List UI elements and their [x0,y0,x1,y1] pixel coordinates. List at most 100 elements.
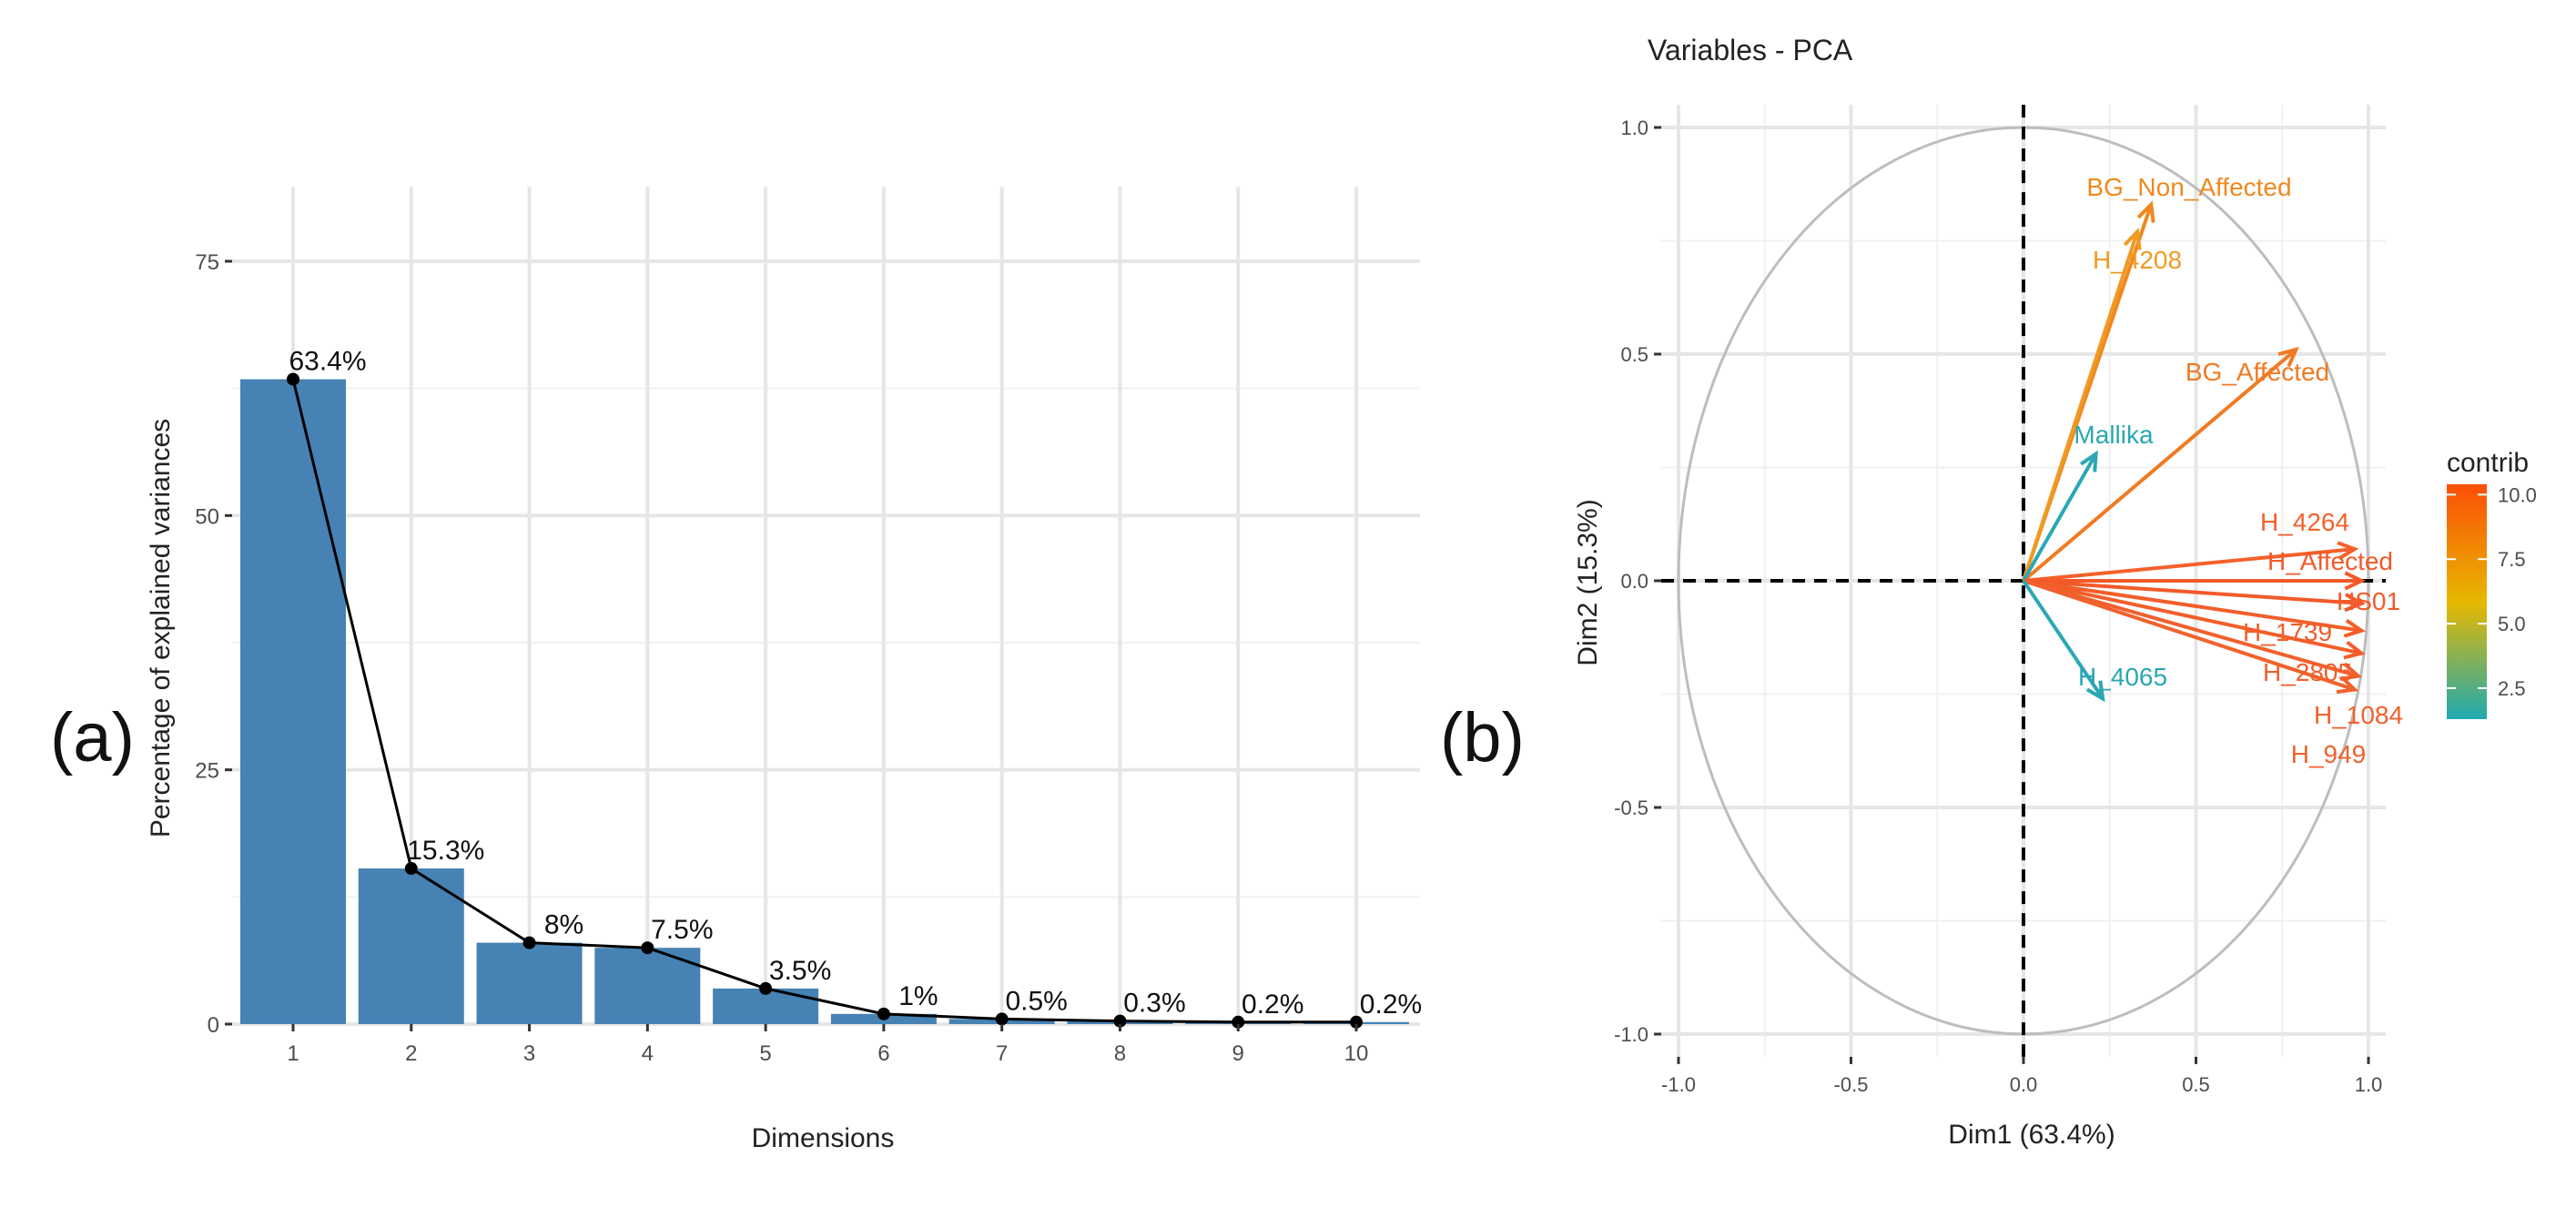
scree-data-label: 0.2% [1242,990,1303,1020]
scree-bar [240,379,346,1024]
scree-y-tick-label: 0 [208,1013,219,1038]
scree-y-tick-label: 50 [195,504,219,529]
pca-arrowhead [2136,200,2155,223]
contrib-legend-tick-label: 7.5 [2498,548,2526,571]
scree-x-tick-label: 6 [877,1041,889,1066]
pca-variable-label: H_1739 [2243,618,2332,646]
contrib-colorbar [2447,484,2487,719]
pca-x-axis: -1.0 -0.5 0.0 0.5 1.0 [1661,1056,2383,1096]
contrib-legend-tick-label: 10.0 [2498,483,2537,506]
pca-variable-label: BG_Affected [2186,358,2329,386]
pca-arrow [2023,579,2359,678]
pca-arrowhead [2343,640,2366,660]
contrib-legend-ticks: 2.5 5.0 7.5 10.0 [2447,483,2537,700]
contrib-legend-title: contrib [2447,448,2529,478]
pca-y-tick-label: 1.0 [1620,117,1648,139]
scree-data-label: 1% [898,981,938,1011]
scree-x-tick-label: 9 [1232,1041,1244,1066]
scree-point [1232,1015,1245,1029]
pca-variable-label: HS01 [2337,587,2400,615]
scree-y-tick-label: 75 [195,250,219,275]
pca-arrow [2023,547,2356,583]
scree-x-tick-label: 3 [523,1041,535,1066]
scree-line [291,379,1356,1024]
pca-x-axis-title: Dim1 (63.4%) [1948,1120,2115,1150]
pca-variable-label: H_949 [2291,740,2367,768]
scree-point [641,941,654,955]
panel-label-a: (a) [50,699,135,776]
pca-y-axis: -1.0 -0.5 0.0 0.5 1.0 [1614,117,1662,1046]
pca-arrowhead [2277,347,2299,368]
pca-arrowhead [2344,571,2367,591]
scree-data-label: 63.4% [289,347,366,377]
scree-x-tick-label: 4 [642,1041,654,1066]
scree-x-axis-title: Dimensions [752,1123,895,1153]
pca-variable-label: Mallika [2074,421,2154,449]
pca-x-tick-label: 0.0 [2010,1073,2038,1096]
pca-arrowhead [2343,618,2366,638]
scree-point [1350,1015,1363,1029]
scree-bar [358,868,464,1024]
pca-arrowhead [2085,680,2105,703]
pca-x-tick-label: -1.0 [1661,1073,1696,1096]
scree-data-label: 0.3% [1123,989,1185,1019]
pca-arrowhead [2337,541,2359,561]
scree-x-tick-label: 7 [996,1041,1008,1066]
pca-x-tick-label: -0.5 [1834,1073,1869,1096]
pca-arrow [2022,230,2139,582]
scree-x-tick-label: 8 [1114,1041,1126,1066]
scree-plot: 63.4% 15.3% 8% 7.5% 3.5% 1% 0.5% 0.3% 0.2% 0.2% 0… [146,187,1422,1153]
scree-x-tick-label: 5 [759,1041,771,1066]
scree-bars [240,379,1409,1024]
scree-x-axis: 1 2 3 4 5 6 7 8 9 10 [287,1024,1368,1066]
scree-y-axis-title: Percentage of explained variances [146,419,176,837]
scree-data-label: 8% [544,910,583,940]
pca-y-tick-label: -1.0 [1614,1023,1648,1046]
pca-arrowhead [2336,675,2359,695]
pca-variable-label: H_1084 [2314,701,2403,729]
scree-data-label: 7.5% [651,915,713,945]
scree-point [995,1012,1009,1026]
scree-x-tick-label: 2 [405,1041,417,1066]
scree-point [522,936,536,949]
scree-y-tick-label: 25 [195,759,219,784]
pca-y-tick-label: 0.0 [1620,570,1648,593]
pca-variable-labels: BG_Non_Affected H_4208 BG_Affected Mallika H… [2074,173,2403,768]
scree-point [759,981,773,995]
pca-arrowhead [2123,228,2142,250]
scree-data-label: 3.5% [769,956,831,986]
pca-arrowhead [2344,593,2367,613]
pca-arrow [2023,579,2362,633]
pca-variables-plot: Variables - PCA BG_Non_AffectedH_4208BG_… [1573,34,2537,1150]
pca-arrow [2022,348,2297,583]
pca-x-tick-label: 0.5 [2182,1073,2210,1096]
scree-x-tick-label: 10 [1344,1041,1369,1066]
pca-arrows [2022,200,2367,703]
scree-point [287,372,299,386]
pca-y-tick-label: 0.5 [1620,343,1648,366]
pca-arrow [2022,452,2098,582]
pca-x-tick-label: 1.0 [2355,1073,2383,1096]
pca-arrowhead [2079,450,2098,472]
pca-arrow [2022,579,2104,700]
pca-arrow [2023,579,2362,605]
panel-label-b: (b) [1440,699,1525,776]
scree-bar [476,942,583,1024]
scree-y-axis: 0 25 50 75 [195,250,232,1038]
scree-data-labels: 63.4% 15.3% 8% 7.5% 3.5% 1% 0.5% 0.3% 0.2% 0.2% [289,347,1422,1020]
scree-data-label: 0.5% [1005,986,1067,1016]
contrib-legend-tick-label: 5.0 [2498,613,2526,635]
pca-title: Variables - PCA [1648,34,1853,66]
pca-variable-label: H_4065 [2078,663,2167,691]
pca-variable-label: H_4264 [2260,508,2349,536]
scree-data-label: 0.2% [1360,990,1422,1020]
pca-y-axis-title: Dim2 (15.3%) [1573,499,1603,665]
pca-variable-label: H_4208 [2093,246,2182,274]
pca-arrow [2023,579,2356,692]
pca-arrow [2023,579,2362,655]
scree-data-label: 15.3% [407,836,484,866]
pca-arrowhead [2339,662,2363,681]
contrib-legend-tick-label: 2.5 [2498,677,2526,700]
pca-variable-label: BG_Non_Affected [2086,173,2291,201]
